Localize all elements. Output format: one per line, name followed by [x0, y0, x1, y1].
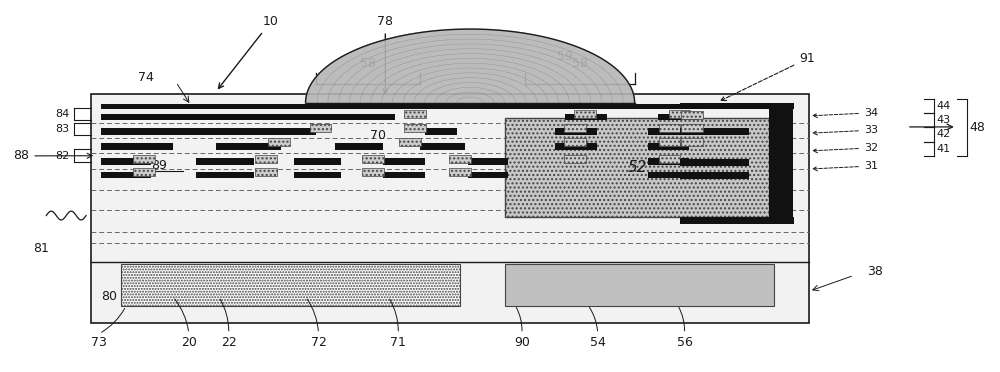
Bar	[648, 171, 689, 178]
Text: 78: 78	[377, 15, 393, 94]
Bar	[101, 143, 173, 150]
Text: 54: 54	[590, 336, 606, 349]
Text: 22: 22	[221, 336, 237, 349]
Bar	[468, 158, 508, 165]
Bar	[121, 263, 460, 306]
Bar	[659, 124, 680, 132]
Bar	[133, 168, 155, 176]
Bar	[659, 138, 680, 147]
Text: 70: 70	[370, 129, 386, 142]
Bar	[383, 171, 425, 178]
Text: 43: 43	[937, 115, 951, 125]
Bar	[680, 103, 794, 109]
Bar	[505, 263, 774, 306]
Bar	[196, 171, 254, 178]
Bar	[564, 155, 586, 163]
Bar	[133, 155, 155, 163]
Bar	[574, 110, 596, 118]
Bar	[669, 110, 690, 118]
Text: 83: 83	[55, 124, 69, 134]
Text: 32: 32	[813, 143, 878, 153]
Text: 10: 10	[218, 15, 279, 89]
Bar	[196, 158, 254, 165]
Bar	[555, 143, 597, 150]
Bar	[101, 113, 395, 120]
Text: 52: 52	[627, 160, 647, 175]
Text: 80: 80	[101, 291, 117, 304]
Bar	[335, 143, 383, 150]
Bar	[101, 171, 151, 178]
Bar	[101, 128, 316, 135]
Bar	[680, 217, 794, 224]
Text: 71: 71	[390, 336, 406, 349]
Bar	[564, 124, 586, 132]
Bar	[658, 113, 699, 120]
Bar	[449, 155, 471, 163]
Text: 56: 56	[677, 336, 692, 349]
Bar	[681, 111, 703, 119]
Bar	[362, 155, 384, 163]
Bar	[680, 128, 749, 135]
Bar	[449, 168, 471, 176]
Text: 20: 20	[181, 336, 197, 349]
Bar	[383, 158, 425, 165]
Bar	[681, 138, 703, 146]
Text: 89: 89	[151, 158, 167, 171]
Text: 90: 90	[514, 336, 530, 349]
Bar	[399, 138, 421, 147]
Text: 72: 72	[311, 336, 326, 349]
Bar	[310, 124, 331, 132]
Bar	[648, 158, 689, 165]
Bar	[681, 124, 703, 132]
Bar	[659, 155, 680, 163]
Bar	[648, 143, 689, 150]
Bar	[420, 143, 465, 150]
Bar	[294, 158, 341, 165]
Bar	[255, 155, 277, 163]
Text: 81: 81	[33, 243, 49, 256]
Text: 74: 74	[138, 71, 154, 84]
Bar	[505, 118, 769, 217]
Bar	[404, 110, 426, 118]
Bar	[101, 103, 714, 109]
Text: 59: 59	[557, 50, 573, 63]
Bar	[648, 128, 689, 135]
Bar	[555, 128, 597, 135]
Text: 33: 33	[813, 125, 878, 135]
Bar	[268, 138, 290, 147]
Text: 58: 58	[360, 57, 376, 70]
Bar	[565, 113, 607, 120]
Text: 38: 38	[867, 264, 883, 278]
Text: 42: 42	[937, 129, 951, 139]
Bar	[362, 168, 384, 176]
Text: 91: 91	[721, 52, 815, 100]
Bar	[564, 138, 586, 147]
Text: 48: 48	[970, 121, 986, 134]
Text: 88: 88	[13, 150, 92, 163]
Bar	[769, 109, 793, 224]
Polygon shape	[306, 29, 635, 103]
Bar	[101, 158, 151, 165]
Bar	[294, 171, 341, 178]
Bar	[680, 159, 749, 166]
Bar	[425, 128, 457, 135]
Text: 84: 84	[55, 109, 69, 119]
Bar	[255, 168, 277, 176]
Text: 34: 34	[813, 108, 878, 118]
Text: 82: 82	[55, 151, 69, 161]
Text: 41: 41	[937, 144, 951, 154]
Text: 58: 58	[572, 57, 588, 70]
Bar	[216, 143, 281, 150]
Bar	[468, 171, 508, 178]
Text: 73: 73	[91, 336, 107, 349]
Text: 31: 31	[813, 161, 878, 171]
Bar	[91, 94, 809, 323]
Text: 44: 44	[937, 101, 951, 111]
Bar	[404, 124, 426, 132]
Bar	[680, 172, 749, 179]
